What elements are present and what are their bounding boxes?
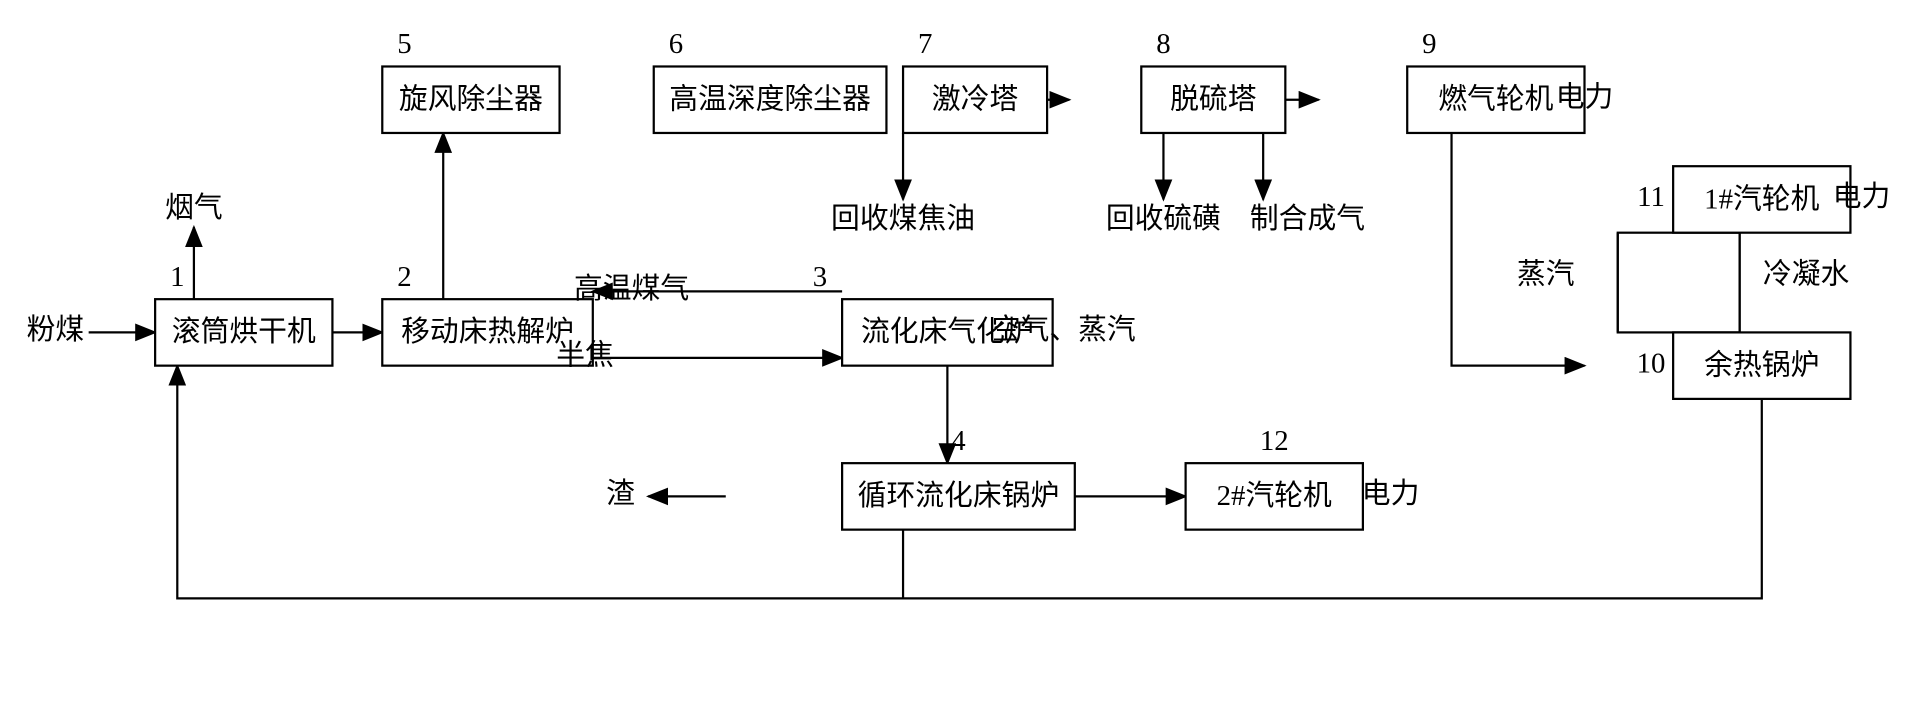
node-label-9: 燃气轮机 xyxy=(1438,84,1553,116)
node-number-6: 6 xyxy=(669,28,683,60)
process-flow-diagram: 滚筒烘干机1移动床热解炉2流化床气化炉3循环流化床锅炉4旋风除尘器5高温深度除尘… xyxy=(0,0,1928,687)
node-label-4: 循环流化床锅炉 xyxy=(858,480,1060,512)
label-t2: 烟气 xyxy=(165,192,223,224)
node-number-12: 12 xyxy=(1260,425,1289,457)
node-label-8: 脱硫塔 xyxy=(1170,84,1257,116)
node-11: 1#汽轮机 11 xyxy=(1637,166,1850,232)
node-7: 激冷塔7 xyxy=(903,28,1047,133)
label-t14: 冷凝水 xyxy=(1763,259,1850,291)
node-number-7: 7 xyxy=(918,28,932,60)
node-number-5: 5 xyxy=(397,28,411,60)
node-label-1: 滚筒烘干机 xyxy=(172,316,316,348)
node-12: 2#汽轮机 12 xyxy=(1186,425,1363,530)
node-6: 高温深度除尘器 6 xyxy=(654,28,887,133)
label-t5: 空气、蒸汽 xyxy=(992,314,1136,346)
node-label-2: 移动床热解炉 xyxy=(401,316,574,348)
node-number-1: 1 xyxy=(170,261,184,293)
label-t12: 渣 xyxy=(606,478,635,510)
label-t10: 电力 xyxy=(1833,181,1891,213)
label-t4: 半焦 xyxy=(556,340,614,372)
node-number-10: 10 xyxy=(1637,347,1666,379)
node-label-12: 2#汽轮机 xyxy=(1217,480,1332,512)
node-5: 旋风除尘器 5 xyxy=(382,28,559,133)
node-label-11: 1#汽轮机 xyxy=(1704,183,1819,215)
node-label-7: 激冷塔 xyxy=(932,84,1019,116)
label-t13: 蒸汽 xyxy=(1517,259,1575,291)
edge xyxy=(1452,133,1585,366)
label-t1: 粉煤 xyxy=(27,314,85,346)
node-label-5: 旋风除尘器 xyxy=(399,84,543,116)
node-1: 滚筒烘干机 1 xyxy=(155,261,332,366)
label-t6: 回收煤焦油 xyxy=(831,203,975,235)
label-t3: 高温煤气 xyxy=(574,273,689,305)
label-t11: 电力 xyxy=(1362,478,1420,510)
node-number-9: 9 xyxy=(1422,28,1436,60)
node-label-6: 高温深度除尘器 xyxy=(669,84,871,116)
label-t8: 制合成气 xyxy=(1250,203,1365,235)
node-number-3: 3 xyxy=(813,261,827,293)
label-t7: 回收硫磺 xyxy=(1106,203,1221,235)
node-8: 脱硫塔8 xyxy=(1141,28,1285,133)
cycle-rect xyxy=(1618,233,1740,333)
node-number-11: 11 xyxy=(1637,181,1665,213)
node-number-2: 2 xyxy=(397,261,411,293)
label-t9: 电力 xyxy=(1556,81,1614,113)
node-10: 余热锅炉 10 xyxy=(1637,332,1851,398)
node-4: 循环流化床锅炉 4 xyxy=(842,425,1075,530)
node-number-4: 4 xyxy=(951,425,965,457)
node-label-10: 余热锅炉 xyxy=(1704,349,1819,381)
node-number-8: 8 xyxy=(1156,28,1170,60)
